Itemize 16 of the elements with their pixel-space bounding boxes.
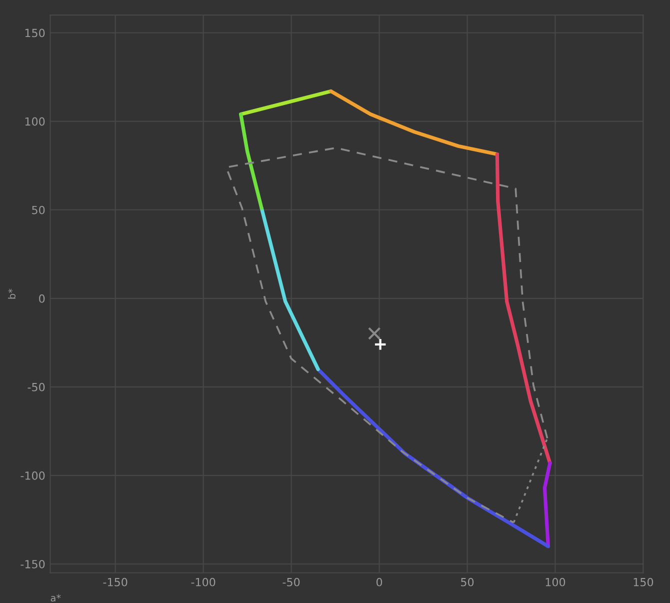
y-tick-label: 150 [25, 28, 45, 38]
x-tick-label: 50 [461, 578, 474, 586]
x-tick-label: 0 [376, 578, 382, 586]
x-tick-label: 100 [546, 578, 566, 586]
y-tick-label: 0 [39, 294, 45, 303]
y-tick-label: -50 [28, 382, 45, 392]
y-tick-label: 100 [25, 117, 45, 126]
y-tick-label: -150 [20, 560, 45, 568]
y-tick-label: 50 [32, 206, 45, 214]
y-axis-title: b* [8, 288, 16, 299]
x-tick-label: 150 [634, 578, 654, 586]
x-tick-label: -50 [282, 578, 300, 586]
y-tick-label: -100 [20, 471, 45, 480]
x-axis-title: a* [50, 594, 61, 602]
x-tick-label: -150 [103, 578, 128, 586]
x-tick-label: -100 [191, 578, 216, 586]
